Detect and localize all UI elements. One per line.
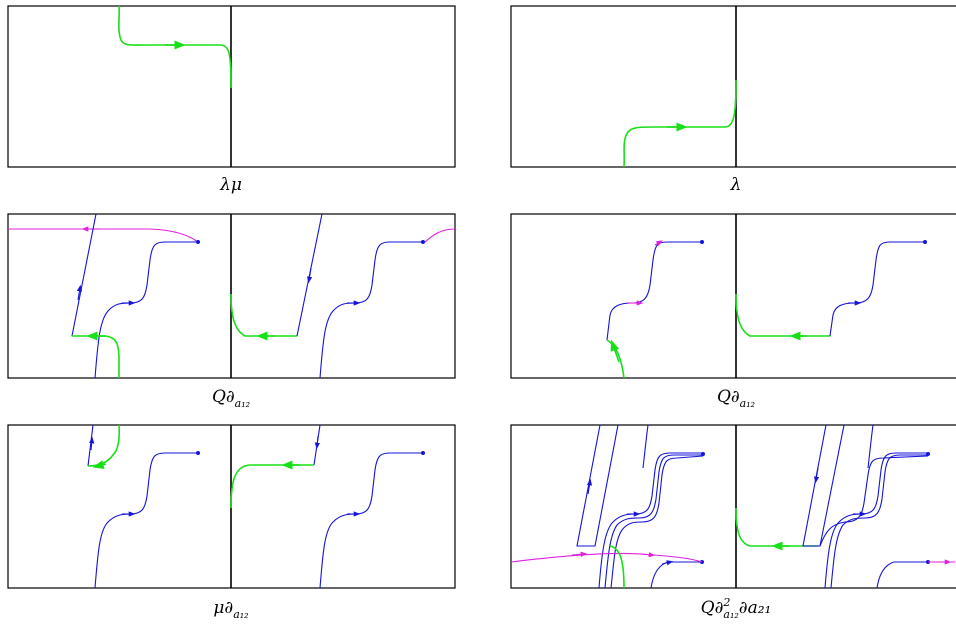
blue-fixed-point	[926, 452, 930, 456]
blue-fixed-point	[196, 451, 200, 455]
blue-flow-arrow	[306, 267, 313, 284]
blue-flow-line	[642, 424, 649, 469]
blue-fixed-point	[421, 240, 425, 244]
green-flow-line	[609, 545, 625, 589]
panel-2	[510, 5, 956, 168]
magenta-flow-line	[424, 228, 456, 243]
caption-base: μ∂	[213, 598, 233, 618]
panel-1-caption: λμ	[219, 175, 242, 195]
panel-4-caption: Q∂a₁₂	[717, 387, 755, 410]
blue-flow-line	[824, 452, 928, 589]
magenta-flow-arrow	[654, 240, 663, 246]
caption-base: Q∂	[701, 598, 724, 618]
blue-flow-line	[867, 424, 874, 469]
blue-flow-line	[354, 241, 423, 304]
blue-fixed-point	[701, 452, 705, 456]
blue-flow-line	[87, 424, 94, 467]
blue-flow-line	[319, 513, 356, 589]
caption-sub: a₁₂	[235, 397, 250, 410]
panel-4	[510, 213, 956, 379]
blue-flow-line	[610, 455, 704, 589]
magenta-flow-line	[8, 228, 199, 243]
blue-flow-line	[819, 455, 929, 547]
panel-frame	[510, 5, 956, 168]
blue-flow-line	[71, 213, 97, 337]
blue-fixed-point	[700, 240, 704, 244]
caption-sub: a₁₂	[740, 397, 755, 410]
caption-tail: ∂a₂₁	[739, 598, 772, 618]
blue-flow-line	[129, 452, 198, 515]
blue-fixed-point	[923, 240, 927, 244]
panel-5	[7, 424, 456, 589]
panel-6	[510, 424, 956, 589]
blue-flow-arrow	[586, 478, 593, 495]
green-flow-line	[118, 5, 232, 89]
blue-flow-arrow	[76, 284, 83, 301]
blue-flow-line	[319, 302, 356, 379]
blue-flow-arrow	[314, 435, 320, 450]
blue-flow-line	[650, 561, 702, 589]
panel-6-caption: Q∂2 a₁₂∂a₂₁	[701, 596, 772, 621]
blue-flow-line	[576, 424, 619, 547]
panel-frame	[510, 424, 956, 589]
blue-flow-line	[876, 561, 928, 589]
panel-2-caption: λ	[730, 175, 742, 195]
magenta-flow-arrow	[571, 551, 588, 557]
blue-flow-line	[604, 454, 703, 589]
panel-1	[7, 5, 456, 168]
blue-flow-line	[94, 302, 131, 379]
blue-flow-arrow	[661, 560, 674, 566]
panel-3	[7, 213, 456, 379]
panel-3-caption: Q∂a₁₂	[212, 387, 250, 410]
panel-5-caption: μ∂a₁₂	[213, 598, 248, 621]
green-flow-line	[72, 335, 120, 378]
blue-flow-line	[94, 513, 131, 589]
caption-base: Q∂	[717, 387, 740, 407]
blue-fixed-point	[196, 240, 200, 244]
blue-flow-line	[802, 424, 845, 547]
green-flow-line	[735, 293, 830, 337]
caption-sup: 2	[722, 596, 730, 609]
caption-base: λμ	[219, 175, 242, 195]
blue-flow-line	[129, 241, 198, 304]
green-flow-line	[623, 79, 737, 168]
green-flow-line	[735, 507, 818, 547]
green-flow-line	[230, 293, 297, 337]
blue-flow-line	[354, 452, 423, 515]
green-flow-arrow	[92, 460, 107, 469]
magenta-flow-line	[510, 552, 703, 563]
green-flow-line	[230, 464, 314, 509]
caption-sub: a₁₂	[233, 608, 248, 621]
green-flow-arrow	[610, 339, 620, 363]
blue-flow-line	[830, 454, 928, 589]
blue-flow-line	[606, 302, 633, 341]
panel-frame	[510, 213, 956, 379]
blue-flow-line	[829, 302, 856, 337]
green-flow-line	[606, 339, 625, 379]
caption-base: Q∂	[212, 387, 235, 407]
magenta-flow-arrow	[639, 552, 656, 558]
blue-flow-arrow	[89, 436, 95, 451]
caption-base: λ	[730, 175, 742, 195]
blue-fixed-point	[421, 451, 425, 455]
blue-flow-arrow	[813, 467, 820, 484]
blue-flow-line	[854, 241, 925, 304]
caption-sub: a₁₂	[723, 608, 738, 621]
blue-flow-line	[631, 241, 702, 304]
